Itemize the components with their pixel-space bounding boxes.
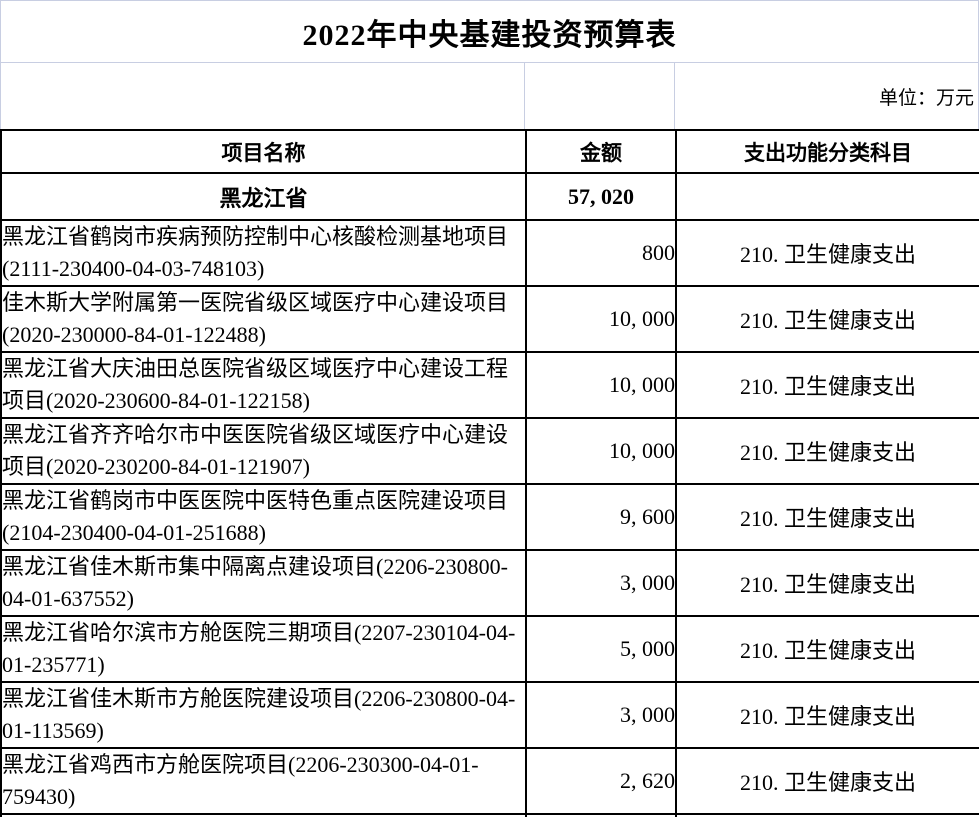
unit-note: 单位：万元 [878, 87, 974, 109]
table-row: 黑龙江省鹤岗市中医医院中医特色重点医院建设项目(2104-230400-04-0… [0, 483, 979, 551]
unit-row-spacer-cell-1 [1, 63, 525, 129]
unit-row-spacer-cell-2 [525, 63, 675, 129]
column-header-expenditure-category: 支出功能分类科目 [675, 129, 979, 174]
column-header-project-name: 项目名称 [0, 129, 527, 174]
project-name-cell: 黑龙江省鹤岗市中医医院中医特色重点医院建设项目(2104-230400-04-0… [0, 483, 527, 551]
budget-table: 项目名称 金额 支出功能分类科目 黑龙江省 57, 020 黑龙江省鹤岗市疾病预… [0, 129, 979, 817]
category-cell: 210. 卫生健康支出 [675, 681, 979, 749]
amount-cell: 3, 000 [525, 549, 677, 617]
project-name-cell: 黑河市方舱医院建设项目(2206-231100-04-01-405716) [0, 813, 527, 817]
amount-cell: 3, 000 [525, 681, 677, 749]
category-cell: 210. 卫生健康支出 [675, 549, 979, 617]
amount-cell: 3, 000 [525, 813, 677, 817]
project-name-cell: 佳木斯大学附属第一医院省级区域医疗中心建设项目(2020-230000-84-0… [0, 285, 527, 353]
page-title: 2022年中央基建投资预算表 [302, 18, 677, 52]
category-cell: 210. 卫生健康支出 [675, 351, 979, 419]
category-cell: 210. 卫生健康支出 [675, 747, 979, 815]
project-name-cell: 黑龙江省鹤岗市疾病预防控制中心核酸检测基地项目(2111-230400-04-0… [0, 219, 527, 287]
table-row: 黑龙江省佳木斯市集中隔离点建设项目(2206-230800-04-01-6375… [0, 549, 979, 617]
category-cell: 210. 卫生健康支出 [675, 417, 979, 485]
project-name-cell: 黑龙江省齐齐哈尔市中医医院省级区域医疗中心建设项目(2020-230200-84… [0, 417, 527, 485]
summary-province-name: 黑龙江省 [0, 172, 527, 221]
table-row: 佳木斯大学附属第一医院省级区域医疗中心建设项目(2020-230000-84-0… [0, 285, 979, 353]
table-row: 黑龙江省佳木斯市方舱医院建设项目(2206-230800-04-01-11356… [0, 681, 979, 749]
amount-cell: 800 [525, 219, 677, 287]
header-row: 项目名称 金额 支出功能分类科目 [0, 129, 979, 174]
project-name-cell: 黑龙江省哈尔滨市方舱医院三期项目(2207-230104-04-01-23577… [0, 615, 527, 683]
summary-category [675, 172, 979, 221]
amount-cell: 10, 000 [525, 351, 677, 419]
category-cell: 210. 卫生健康支出 [675, 285, 979, 353]
province-summary-row: 黑龙江省 57, 020 [0, 172, 979, 221]
project-name-cell: 黑龙江省大庆油田总医院省级区域医疗中心建设工程项目(2020-230600-84… [0, 351, 527, 419]
column-header-amount: 金额 [525, 129, 677, 174]
table-header: 项目名称 金额 支出功能分类科目 [0, 129, 979, 174]
unit-row: 单位：万元 [1, 63, 978, 129]
amount-cell: 10, 000 [525, 417, 677, 485]
category-cell: 210. 卫生健康支出 [675, 483, 979, 551]
table-row: 黑龙江省鹤岗市疾病预防控制中心核酸检测基地项目(2111-230400-04-0… [0, 219, 979, 287]
unit-note-cell: 单位：万元 [675, 63, 978, 129]
summary-amount: 57, 020 [525, 172, 677, 221]
table-row: 黑龙江省哈尔滨市方舱医院三期项目(2207-230104-04-01-23577… [0, 615, 979, 683]
amount-cell: 9, 600 [525, 483, 677, 551]
table-body: 黑龙江省 57, 020 黑龙江省鹤岗市疾病预防控制中心核酸检测基地项目(211… [0, 172, 979, 817]
title-row: 2022年中央基建投资预算表 [1, 1, 978, 63]
category-cell: 210. 卫生健康支出 [675, 219, 979, 287]
project-name-cell: 黑龙江省鸡西市方舱医院项目(2206-230300-04-01-759430) [0, 747, 527, 815]
project-name-cell: 黑龙江省佳木斯市方舱医院建设项目(2206-230800-04-01-11356… [0, 681, 527, 749]
amount-cell: 10, 000 [525, 285, 677, 353]
table-row: 黑龙江省齐齐哈尔市中医医院省级区域医疗中心建设项目(2020-230200-84… [0, 417, 979, 485]
amount-cell: 2, 620 [525, 747, 677, 815]
table-row: 黑龙江省大庆油田总医院省级区域医疗中心建设工程项目(2020-230600-84… [0, 351, 979, 419]
category-cell: 210. 卫生健康支出 [675, 615, 979, 683]
table-top-area: 2022年中央基建投资预算表 单位：万元 [0, 0, 979, 129]
table-row: 黑龙江省鸡西市方舱医院项目(2206-230300-04-01-759430) … [0, 747, 979, 815]
project-name-cell: 黑龙江省佳木斯市集中隔离点建设项目(2206-230800-04-01-6375… [0, 549, 527, 617]
amount-cell: 5, 000 [525, 615, 677, 683]
